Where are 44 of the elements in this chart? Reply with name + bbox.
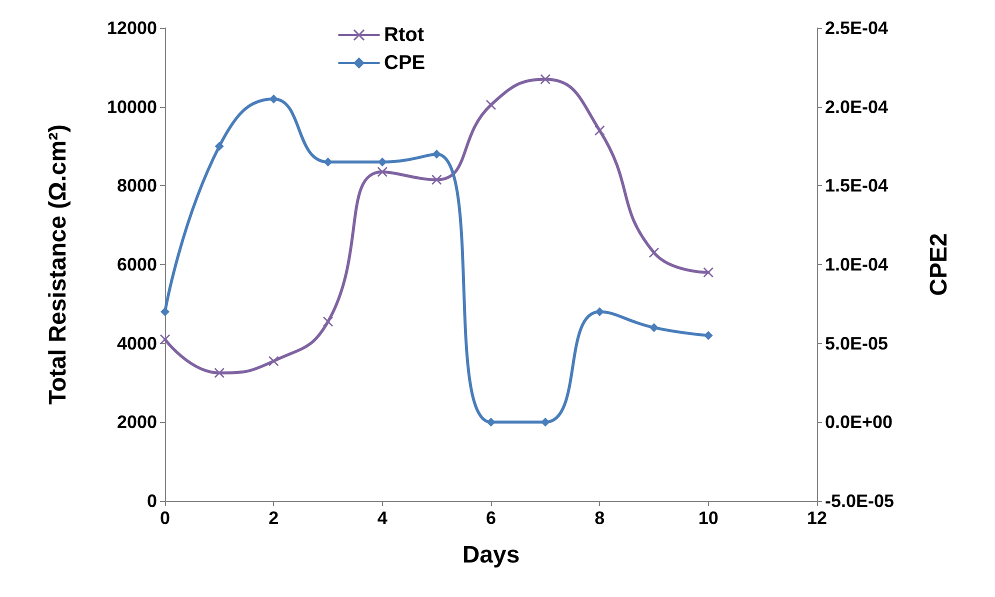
y-tick-label: 12000 (106, 18, 157, 38)
y-tick-label: 6000 (116, 254, 157, 274)
y-axis-title: Total Resistance (Ω.cm²) (44, 124, 72, 405)
y-tick-label: 10000 (106, 96, 157, 117)
x-tick-label: 8 (594, 508, 605, 528)
x-tick-label: 12 (806, 508, 828, 528)
legend-label: CPE (384, 52, 426, 74)
point (160, 307, 170, 316)
y2-tick-label: 1.0E-04 (825, 254, 888, 274)
x-tick-label: 6 (486, 508, 496, 528)
point (540, 74, 550, 84)
point (214, 368, 224, 378)
x-tick-label: 0 (160, 508, 170, 528)
point (486, 418, 496, 427)
point (703, 267, 714, 278)
point (323, 316, 333, 327)
y2-tick-label: 0.0E+00 (825, 412, 893, 432)
y-tick-label: 0 (146, 491, 157, 511)
y2-tick-label: 1.5E-04 (825, 176, 888, 196)
point (160, 334, 170, 344)
point (432, 174, 442, 185)
point (704, 330, 713, 340)
y2-tick-label: 2.0E-04 (825, 96, 888, 117)
x-tick-label: 10 (698, 508, 718, 528)
point (650, 323, 658, 332)
point (268, 356, 279, 366)
point (594, 125, 605, 136)
y-tick-label: 8000 (116, 176, 157, 196)
point (269, 94, 278, 104)
x-tick-label: 2 (268, 508, 279, 528)
point (377, 166, 388, 177)
y2-tick-label: -5.0E-05 (825, 491, 894, 511)
legend-label: Rtot (384, 24, 424, 46)
y-tick-label: 2000 (116, 412, 157, 432)
point (214, 142, 224, 151)
y2-tick-label: 2.5E-04 (825, 18, 888, 38)
point (432, 150, 442, 159)
point (486, 100, 496, 110)
point (649, 248, 659, 258)
y2-tick-label: 5.0E-05 (825, 333, 888, 354)
x-tick-label: 4 (377, 508, 388, 528)
x-axis-title: Days (462, 542, 520, 568)
y2-axis-title: CPE2 (926, 233, 952, 296)
y-tick-label: 4000 (116, 333, 157, 354)
